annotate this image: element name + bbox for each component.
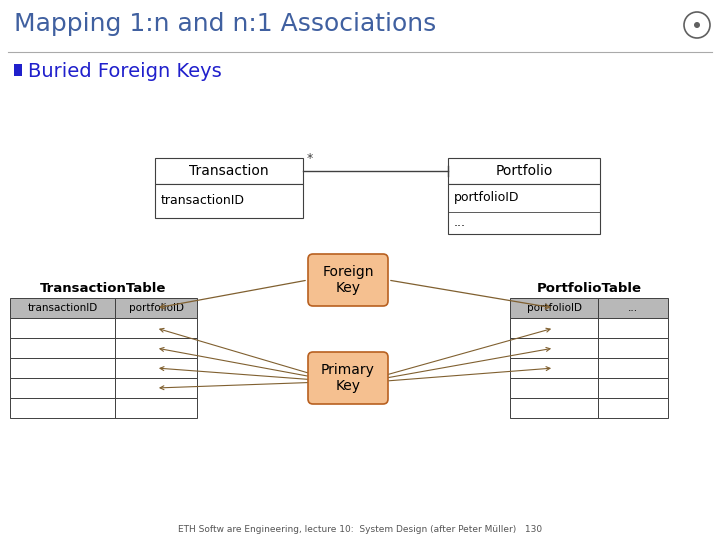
Bar: [10, 318, 115, 338]
FancyBboxPatch shape: [308, 352, 388, 404]
Text: Mapping 1:n and n:1 Associations: Mapping 1:n and n:1 Associations: [14, 12, 436, 36]
Bar: [14, 64, 22, 76]
Circle shape: [694, 22, 700, 28]
Bar: [115, 398, 197, 418]
Bar: [155, 184, 303, 218]
Text: Primary
Key: Primary Key: [321, 363, 375, 393]
Bar: [10, 398, 115, 418]
Bar: [510, 358, 598, 378]
Bar: [10, 358, 115, 378]
Text: portfolioID: portfolioID: [454, 192, 520, 205]
Text: Portfolio: Portfolio: [495, 164, 553, 178]
Bar: [510, 378, 598, 398]
Text: TransactionTable: TransactionTable: [40, 282, 167, 295]
Bar: [598, 398, 668, 418]
Bar: [115, 358, 197, 378]
Text: portfolioID: portfolioID: [526, 303, 582, 313]
Bar: [10, 298, 115, 318]
Text: Foreign
Key: Foreign Key: [323, 265, 374, 295]
Bar: [598, 358, 668, 378]
Text: Transaction: Transaction: [189, 164, 269, 178]
FancyBboxPatch shape: [308, 254, 388, 306]
Text: Buried Foreign Keys: Buried Foreign Keys: [28, 62, 222, 81]
Text: ...: ...: [628, 303, 638, 313]
Bar: [10, 378, 115, 398]
Bar: [115, 378, 197, 398]
Bar: [510, 398, 598, 418]
Bar: [115, 298, 197, 318]
Bar: [510, 298, 598, 318]
Bar: [115, 318, 197, 338]
Text: portfolioID: portfolioID: [128, 303, 184, 313]
Text: *: *: [307, 152, 313, 165]
Bar: [448, 184, 600, 234]
Text: ETH Softw are Engineering, lecture 10:  System Design (after Peter Müller)   130: ETH Softw are Engineering, lecture 10: S…: [178, 525, 542, 534]
Text: PortfolioTable: PortfolioTable: [536, 282, 642, 295]
Bar: [10, 338, 115, 358]
Text: transactionID: transactionID: [27, 303, 98, 313]
Bar: [448, 158, 600, 184]
Bar: [155, 158, 303, 184]
Bar: [510, 338, 598, 358]
Bar: [598, 378, 668, 398]
Bar: [598, 298, 668, 318]
Bar: [115, 338, 197, 358]
Text: transactionID: transactionID: [161, 194, 245, 207]
Bar: [598, 338, 668, 358]
Text: ...: ...: [454, 217, 466, 230]
Bar: [598, 318, 668, 338]
Bar: [510, 318, 598, 338]
